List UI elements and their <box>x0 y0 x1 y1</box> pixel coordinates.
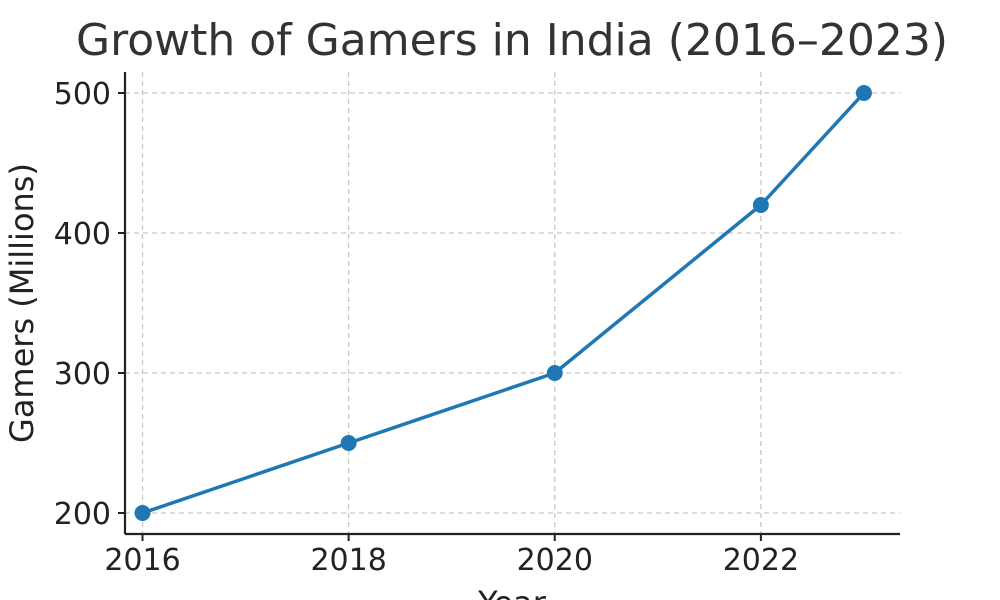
x-tick-label: 2022 <box>723 543 799 578</box>
y-tick-label: 200 <box>54 497 111 532</box>
x-tick-label: 2020 <box>517 543 593 578</box>
series-line <box>140 91 866 515</box>
tick-layer: 2016 2018 2020 2022 200 300 400 500 <box>54 77 799 578</box>
grid-layer <box>125 72 900 534</box>
axes <box>123 72 900 536</box>
data-point-2023 <box>855 85 872 101</box>
data-point-2020 <box>546 365 563 381</box>
y-tick-label: 400 <box>54 217 111 252</box>
x-axis-label: Year <box>477 584 547 600</box>
y-axis-label: Gamers (Millions) <box>3 163 41 443</box>
x-tick-label: 2016 <box>104 543 180 578</box>
data-point-2018 <box>340 435 357 451</box>
chart-title: Growth of Gamers in India (2016–2023) <box>76 15 948 66</box>
y-tick-label: 300 <box>54 357 111 392</box>
data-point-2022 <box>752 197 769 213</box>
series-layer <box>134 85 872 521</box>
y-tick-label: 500 <box>54 77 111 112</box>
x-tick-label: 2018 <box>310 543 386 578</box>
data-point-2016 <box>134 505 151 521</box>
